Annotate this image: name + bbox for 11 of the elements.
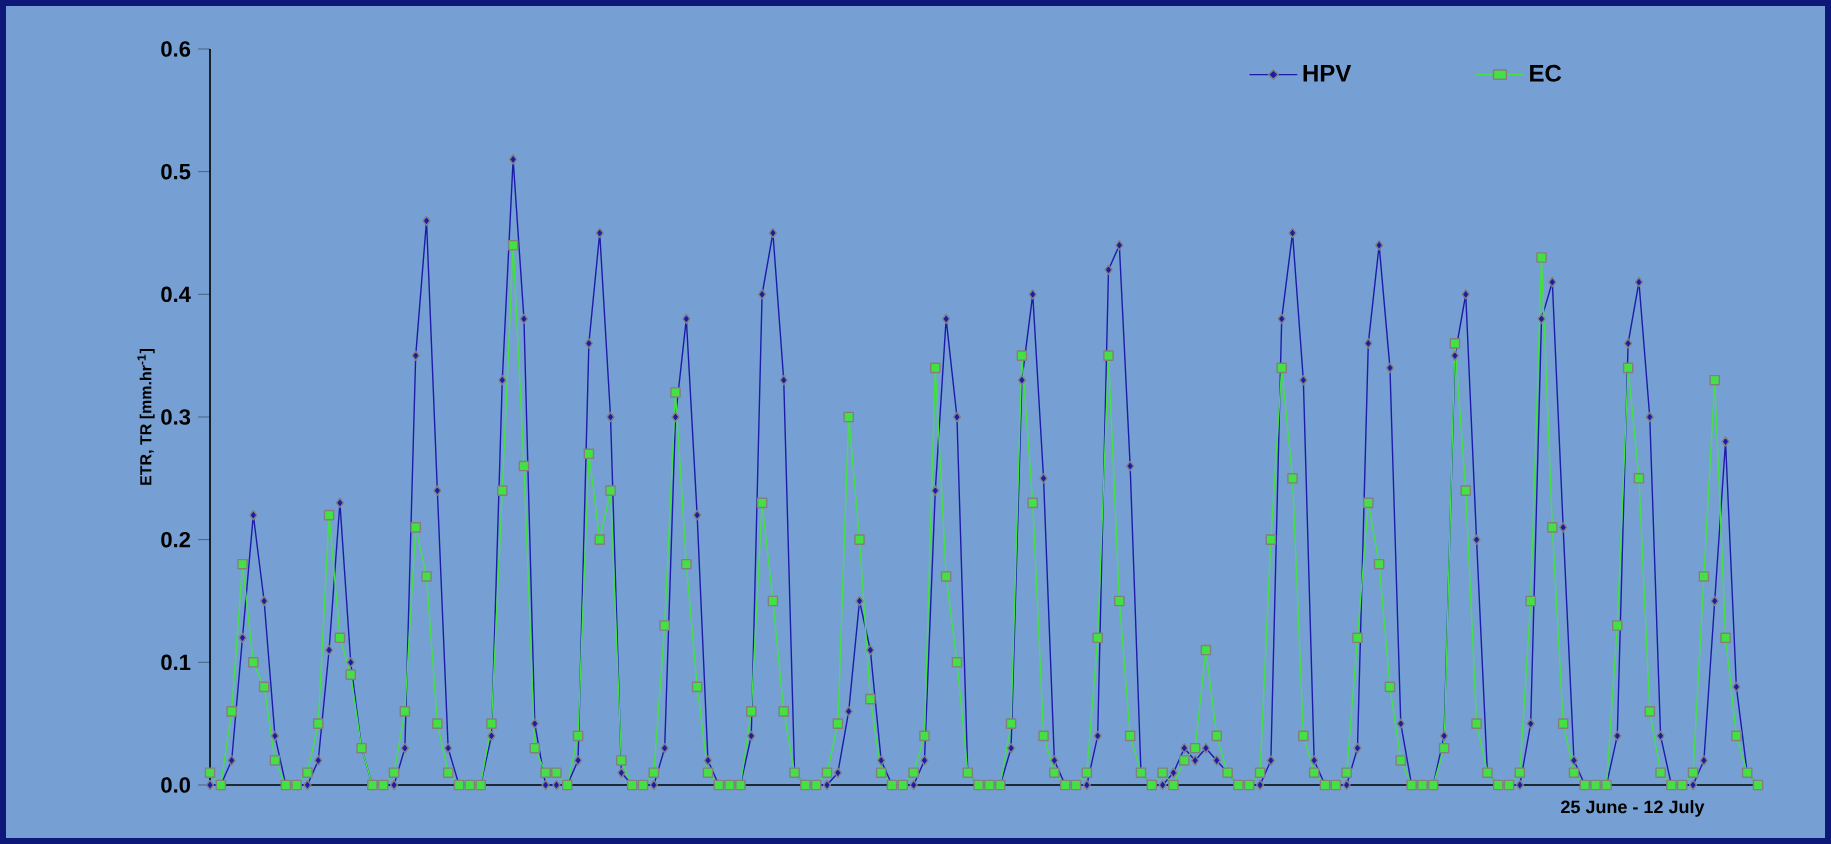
y-tick-label: 0.1 — [161, 654, 191, 671]
legend-label: EC — [1530, 64, 1562, 82]
y-axis-title: ETR, TR [mm.hr$^{-1}$] — [137, 348, 155, 485]
y-tick-label: 0.2 — [161, 531, 191, 548]
y-tick-label: 0.5 — [161, 163, 191, 180]
y-tick-label: 0.3 — [161, 409, 191, 425]
x-axis-title: 25 June - 12 July — [1561, 800, 1705, 817]
y-tick-label: 0.6 — [161, 41, 191, 57]
y-tick-label: 0.0 — [161, 777, 191, 793]
y-tick-label: 0.4 — [161, 286, 191, 303]
legend-label: HPV — [1303, 64, 1352, 82]
